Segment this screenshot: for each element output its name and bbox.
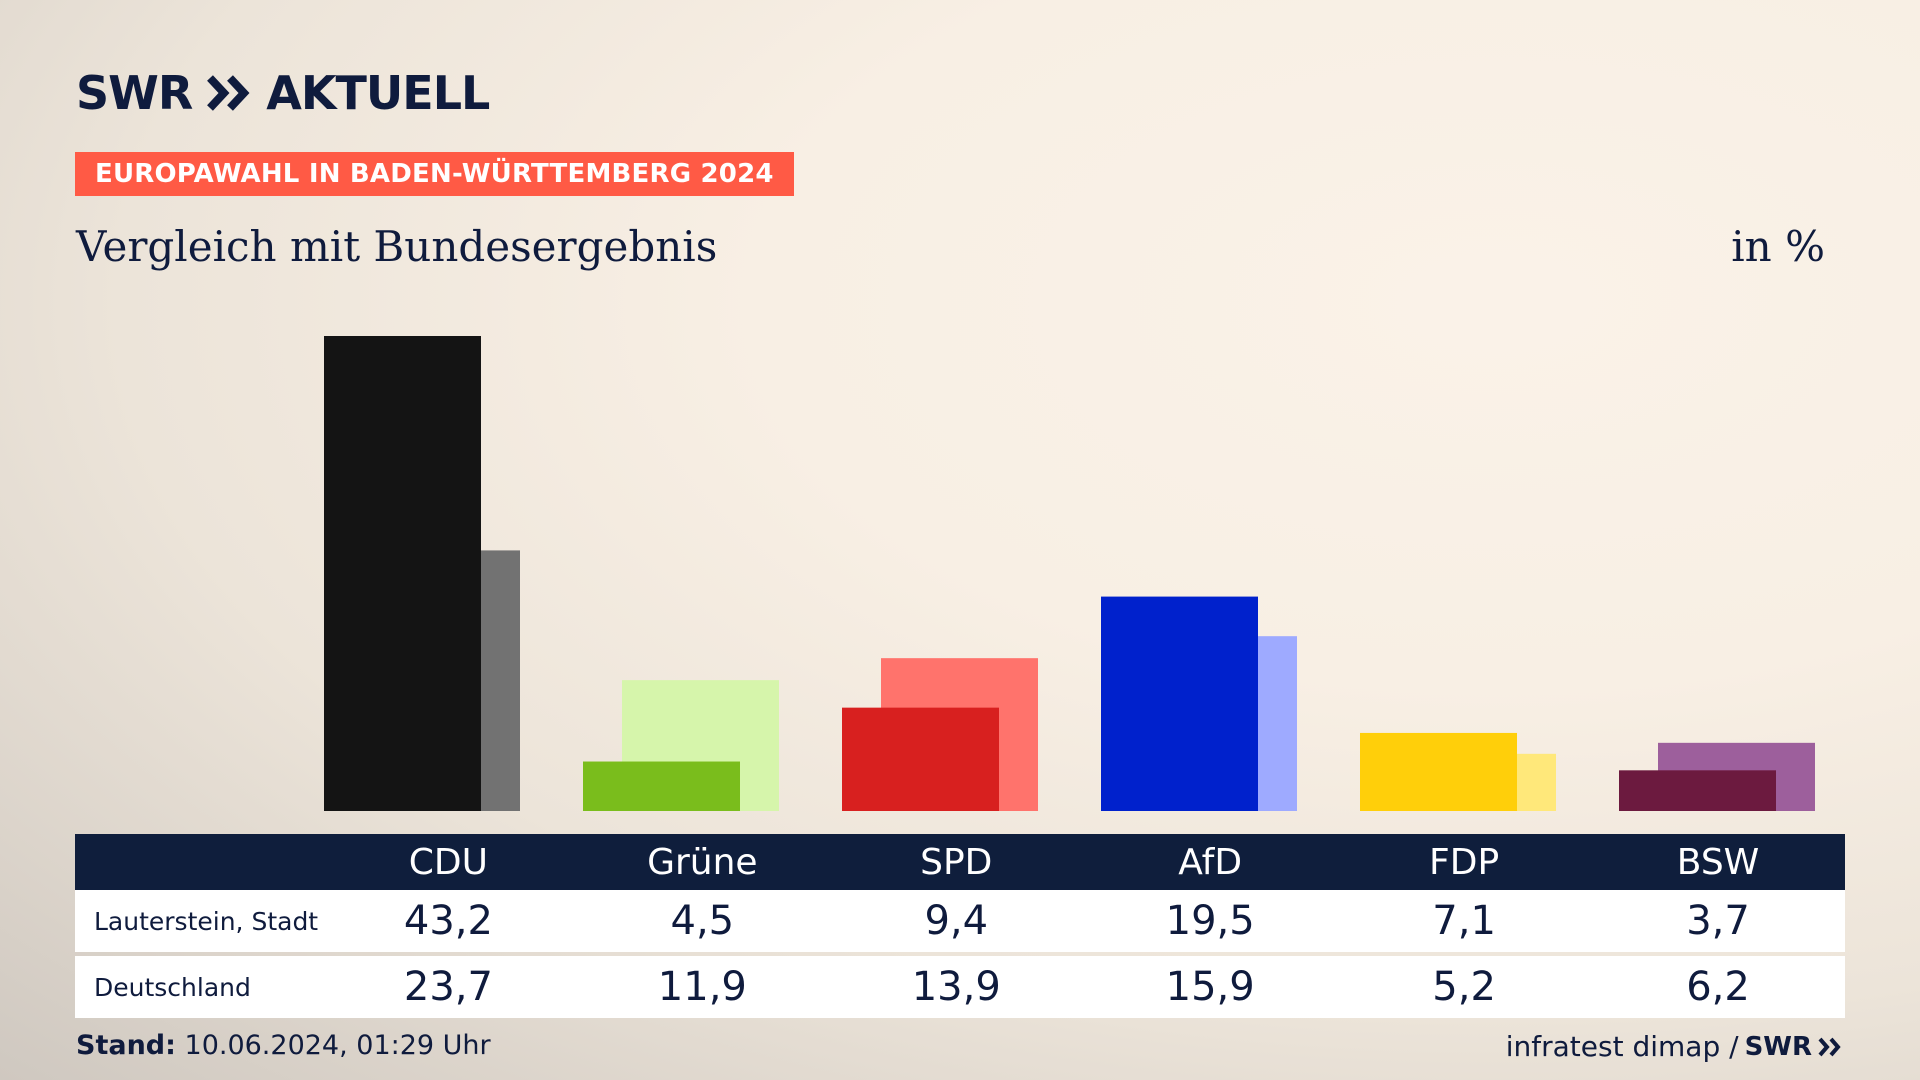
bar-lauterstein-spd [842,707,999,811]
chart-title: Vergleich mit Bundesergebnis [76,222,718,271]
header-party: Grüne [647,841,758,883]
header-party: CDU [408,841,489,883]
timestamp: Stand: 10.06.2024, 01:29 Uhr [76,1030,491,1061]
stand-label: Stand: [76,1030,176,1061]
table-cell: 5,2 [1432,964,1496,1010]
row-label: Deutschland [94,972,251,1002]
swr-aktuell-logo: SWR AKTUELL [76,66,490,120]
stand-value: 10.06.2024, 01:29 Uhr [184,1030,491,1061]
header-party: AfD [1178,841,1243,883]
source-text: infratest dimap / [1505,1030,1739,1063]
election-badge: EUROPAWAHL IN BADEN-WÜRTTEMBERG 2024 [75,152,794,196]
table-row: Lauterstein, Stadt 43,2 4,5 9,4 19,5 7,1… [75,890,1845,952]
header-spacer [75,834,321,890]
unit-label: in % [1731,222,1825,271]
table-cell: 43,2 [403,898,493,944]
header-party: BSW [1676,841,1760,883]
table-cell: 19,5 [1165,898,1255,944]
table-cell: 9,4 [924,898,989,944]
bar-lauterstein-grüne [583,761,740,811]
double-chevron-icon [1818,1037,1841,1056]
table-cell: 3,7 [1686,898,1750,944]
table-cell: 23,7 [403,964,493,1010]
double-chevron-icon [207,75,250,111]
bar-lauterstein-fdp [1360,732,1517,811]
swr-brand: SWR [1744,1031,1812,1062]
table-cell: 13,9 [911,964,1001,1010]
table-cell: 6,2 [1686,964,1750,1010]
results-table: CDU Grüne SPD AfD FDP BSW Lauterstein, S… [75,834,1845,1018]
bar-lauterstein-bsw [1619,770,1776,811]
table-cell: 11,9 [657,964,747,1010]
table-cell: 4,5 [670,898,735,944]
table-cell: 15,9 [1165,964,1255,1010]
table-header: CDU Grüne SPD AfD FDP BSW [75,834,1845,890]
table-row: Deutschland 23,7 11,9 13,9 15,9 5,2 6,2 [75,956,1845,1018]
row-label: Lauterstein, Stadt [94,906,319,936]
table-cell: 7,1 [1432,898,1496,944]
bar-lauterstein-afd [1101,596,1258,811]
bar-lauterstein-cdu [324,336,481,811]
header-party: SPD [920,841,993,883]
bar-chart [324,336,1815,811]
source-credit: infratest dimap / SWR [1506,1030,1844,1063]
header-party: FDP [1429,841,1500,883]
